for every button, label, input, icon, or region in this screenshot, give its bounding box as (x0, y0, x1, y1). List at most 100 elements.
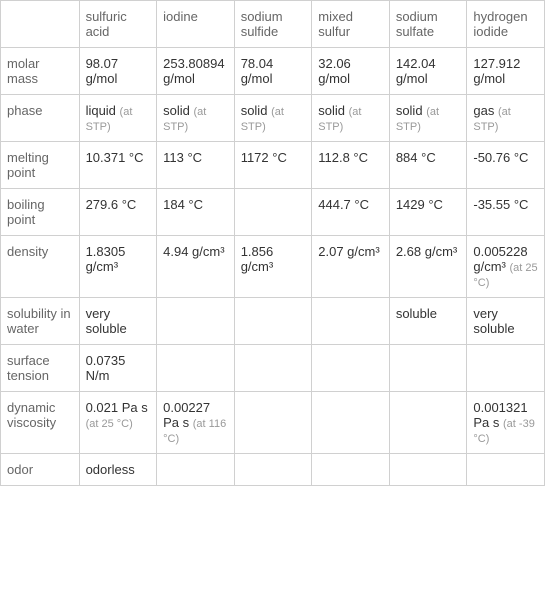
cell-value: solid (163, 103, 190, 118)
table-cell: 2.07 g/cm³ (312, 236, 390, 298)
table-row: phaseliquid (at STP)solid (at STP)solid … (1, 95, 545, 142)
table-cell: 0.00227 Pa s (at 116 °C) (157, 392, 235, 454)
row-header: melting point (1, 142, 80, 189)
table-cell: odorless (79, 454, 157, 486)
table-row: odorodorless (1, 454, 545, 486)
table-cell (312, 298, 390, 345)
table-row: molar mass98.07 g/mol253.80894 g/mol78.0… (1, 48, 545, 95)
cell-value: soluble (396, 306, 437, 321)
table-cell: liquid (at STP) (79, 95, 157, 142)
table-cell: 253.80894 g/mol (157, 48, 235, 95)
table-cell: 10.371 °C (79, 142, 157, 189)
table-cell: 1429 °C (389, 189, 467, 236)
table-row: surface tension0.0735 N/m (1, 345, 545, 392)
cell-value: 1429 °C (396, 197, 443, 212)
cell-value: 0.021 Pa s (86, 400, 148, 415)
cell-value: very soluble (473, 306, 514, 336)
cell-value: solid (318, 103, 345, 118)
cell-value: 253.80894 g/mol (163, 56, 224, 86)
table-cell: 0.001321 Pa s (at -39 °C) (467, 392, 545, 454)
cell-value: 184 °C (163, 197, 203, 212)
table-cell (157, 298, 235, 345)
column-header: mixed sulfur (312, 1, 390, 48)
cell-value: gas (473, 103, 494, 118)
table-header-row: sulfuric acid iodine sodium sulfide mixe… (1, 1, 545, 48)
table-cell (234, 189, 312, 236)
cell-value: 1.8305 g/cm³ (86, 244, 126, 274)
cell-note: (at 25 °C) (86, 418, 133, 430)
table-cell: 78.04 g/mol (234, 48, 312, 95)
table-cell: 4.94 g/cm³ (157, 236, 235, 298)
table-row: dynamic viscosity0.021 Pa s (at 25 °C)0.… (1, 392, 545, 454)
cell-value: 2.68 g/cm³ (396, 244, 457, 259)
cell-value: 98.07 g/mol (86, 56, 119, 86)
table-cell: -50.76 °C (467, 142, 545, 189)
row-header: boiling point (1, 189, 80, 236)
cell-value: 2.07 g/cm³ (318, 244, 379, 259)
table-cell: 1172 °C (234, 142, 312, 189)
table-cell: solid (at STP) (157, 95, 235, 142)
table-cell: 1.8305 g/cm³ (79, 236, 157, 298)
table-cell (389, 454, 467, 486)
table-cell (467, 345, 545, 392)
table-cell: 127.912 g/mol (467, 48, 545, 95)
table-cell: 184 °C (157, 189, 235, 236)
table-cell: 884 °C (389, 142, 467, 189)
properties-table: sulfuric acid iodine sodium sulfide mixe… (0, 0, 545, 486)
table-cell: 113 °C (157, 142, 235, 189)
cell-value: 444.7 °C (318, 197, 369, 212)
table-cell (234, 392, 312, 454)
table-cell: 142.04 g/mol (389, 48, 467, 95)
cell-value: 884 °C (396, 150, 436, 165)
table-cell (157, 454, 235, 486)
table-cell: very soluble (79, 298, 157, 345)
cell-value: 4.94 g/cm³ (163, 244, 224, 259)
table-cell: 112.8 °C (312, 142, 390, 189)
empty-corner-cell (1, 1, 80, 48)
cell-value: 112.8 °C (318, 150, 368, 165)
table-cell: 1.856 g/cm³ (234, 236, 312, 298)
table-cell: very soluble (467, 298, 545, 345)
cell-value: 78.04 g/mol (241, 56, 274, 86)
cell-value: very soluble (86, 306, 127, 336)
cell-value: -35.55 °C (473, 197, 528, 212)
table-cell: solid (at STP) (234, 95, 312, 142)
table-row: boiling point279.6 °C 184 °C 444.7 °C 1429 … (1, 189, 545, 236)
table-cell: soluble (389, 298, 467, 345)
cell-value: 1172 °C (241, 150, 287, 165)
table-cell (312, 454, 390, 486)
table-row: melting point10.371 °C 113 °C 1172 °C 112.8… (1, 142, 545, 189)
table-cell (312, 345, 390, 392)
table-cell (467, 454, 545, 486)
table-row: density1.8305 g/cm³ 4.94 g/cm³ 1.856 g/cm³… (1, 236, 545, 298)
column-header: sodium sulfate (389, 1, 467, 48)
table-cell: 444.7 °C (312, 189, 390, 236)
cell-value: 32.06 g/mol (318, 56, 351, 86)
column-header: sodium sulfide (234, 1, 312, 48)
column-header: sulfuric acid (79, 1, 157, 48)
cell-value: 142.04 g/mol (396, 56, 436, 86)
table-cell: 32.06 g/mol (312, 48, 390, 95)
row-header: surface tension (1, 345, 80, 392)
cell-value: 1.856 g/cm³ (241, 244, 274, 274)
cell-value: 0.0735 N/m (86, 353, 126, 383)
table-cell (234, 298, 312, 345)
table-cell: 279.6 °C (79, 189, 157, 236)
cell-value: odorless (86, 462, 135, 477)
row-header: density (1, 236, 80, 298)
cell-value: solid (241, 103, 268, 118)
table-cell: 0.0735 N/m (79, 345, 157, 392)
table-cell: -35.55 °C (467, 189, 545, 236)
cell-value: liquid (86, 103, 116, 118)
table-cell: 0.005228 g/cm³ (at 25 °C) (467, 236, 545, 298)
cell-value: 113 °C (163, 150, 202, 165)
table-cell (234, 454, 312, 486)
column-header: iodine (157, 1, 235, 48)
table-cell: 98.07 g/mol (79, 48, 157, 95)
table-cell (157, 345, 235, 392)
table-cell (234, 345, 312, 392)
table-cell: 0.021 Pa s (at 25 °C) (79, 392, 157, 454)
row-header: phase (1, 95, 80, 142)
table-cell: gas (at STP) (467, 95, 545, 142)
row-header: dynamic viscosity (1, 392, 80, 454)
